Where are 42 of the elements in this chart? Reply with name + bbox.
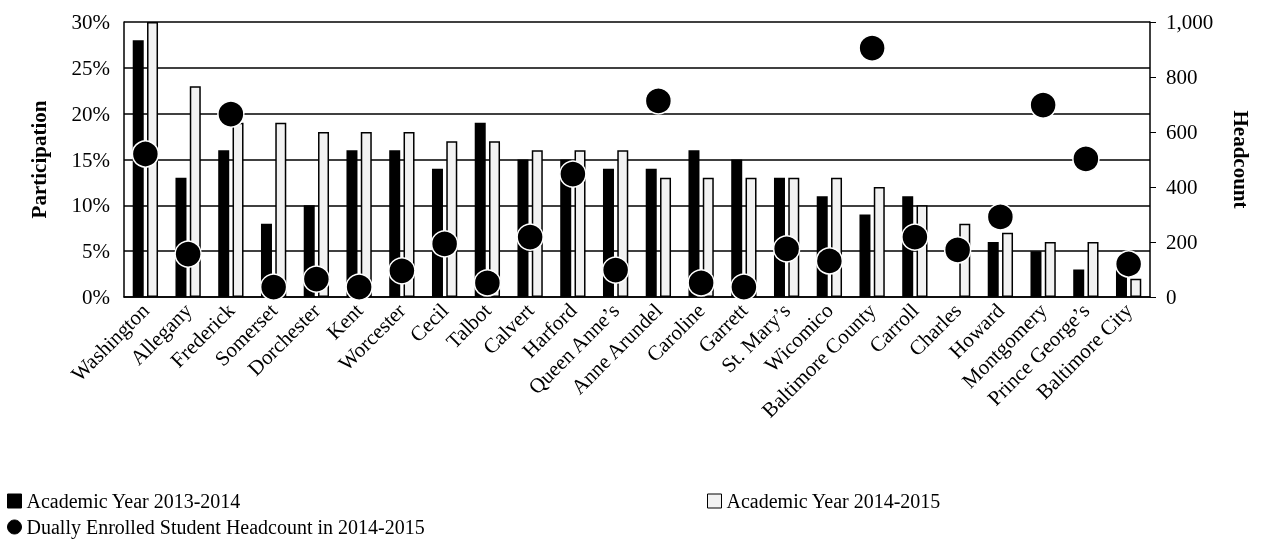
- legend-label: Academic Year 2014-2015: [726, 490, 941, 512]
- legend-label: Dually Enrolled Student Headcount in 2014-2015: [26, 516, 425, 539]
- point: [858, 34, 886, 62]
- y2-tick-label: 0: [1166, 285, 1177, 309]
- point: [644, 87, 673, 115]
- point: [943, 236, 972, 264]
- y-tick-label: 30%: [71, 10, 110, 34]
- y-tick-label: 10%: [71, 193, 110, 218]
- point: [687, 269, 715, 297]
- point: [516, 223, 544, 251]
- y-tick-label: 0%: [82, 285, 110, 309]
- point: [473, 269, 502, 297]
- point: [217, 100, 245, 128]
- point: [430, 230, 459, 258]
- y-tick-label: 20%: [71, 101, 110, 126]
- y2-tick-label: 400: [1166, 175, 1198, 199]
- point: [730, 273, 758, 301]
- point: [1114, 250, 1143, 278]
- y-tick-label: 25%: [71, 55, 110, 80]
- y2-tick-label: 200: [1166, 230, 1198, 254]
- point: [345, 273, 373, 301]
- y-tick-label: 15%: [71, 147, 110, 172]
- point: [259, 273, 288, 301]
- y-axis-title: Participation: [26, 100, 51, 219]
- y2-tick-label: 800: [1166, 65, 1198, 89]
- y2-tick-label: 1,000: [1166, 10, 1214, 34]
- point: [601, 256, 630, 284]
- point: [1072, 145, 1100, 173]
- point: [986, 203, 1015, 231]
- legend-label: Academic Year 2013-2014: [26, 490, 241, 512]
- point: [772, 235, 801, 263]
- point: [901, 223, 929, 251]
- point: [815, 247, 844, 275]
- point: [559, 160, 587, 188]
- point: [174, 240, 202, 268]
- y2-tick-label: 600: [1166, 120, 1198, 144]
- point: [388, 257, 416, 285]
- point: [1029, 91, 1057, 119]
- point: [131, 140, 160, 168]
- point: [302, 265, 331, 293]
- y2-axis-title: Headcount: [1228, 110, 1253, 209]
- y-tick-label: 5%: [82, 239, 110, 264]
